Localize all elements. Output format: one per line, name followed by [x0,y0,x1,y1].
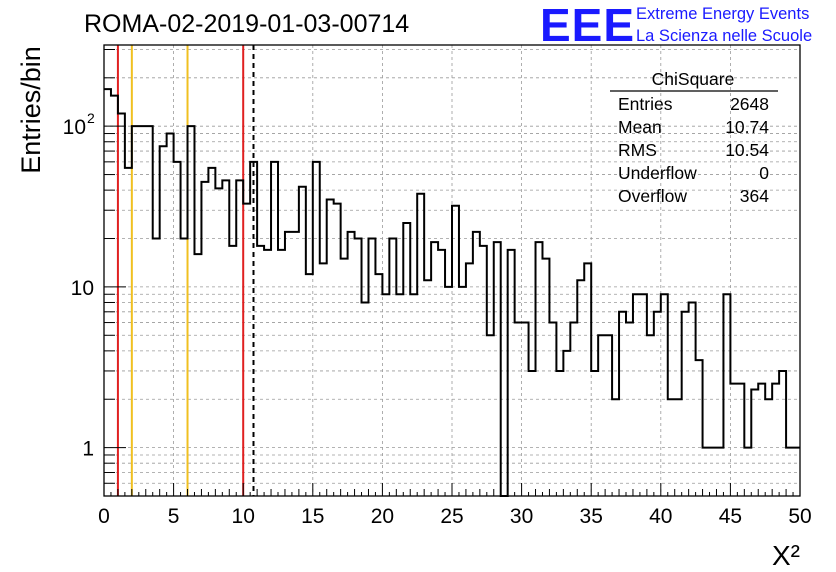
x-tick-label: 10 [232,505,255,528]
stats-row-value: 2648 [730,94,769,114]
x-tick-label: 15 [301,505,324,528]
stats-row-label: RMS [618,140,657,160]
y-tick-label: 1 [82,438,94,461]
x-tick-label: 20 [371,505,394,528]
y-tick-exponent: 2 [87,110,95,126]
stats-row-value: 10.54 [725,140,769,160]
x-tick-label: 25 [440,505,463,528]
x-tick-label: 45 [719,505,742,528]
x-tick-label: 30 [510,505,533,528]
histogram-outline [104,88,800,497]
logo-line-1: Extreme Energy Events [636,5,809,23]
eee-logo: EEE Extreme Energy Events La Scienza nel… [540,0,812,51]
threshold-lines [116,45,255,496]
eee-logo-mark: EEE [540,0,635,51]
x-axis-label: X² [772,540,800,571]
stats-box: ChiSquare Entries 2648 Mean 10.74 RMS 10.54 Un… [610,69,778,206]
x-tick-label: 50 [788,505,811,528]
x-tick-label: 0 [98,505,110,528]
logo-line-2: La Scienza nelle Scuole [636,27,812,45]
histogram-bins [104,88,800,497]
stats-row-label: Overflow [618,186,687,206]
chart-title: ROMA-02-2019-01-03-00714 [84,10,409,38]
x-tick-label: 35 [580,505,603,528]
stats-row-label: Underflow [618,163,697,183]
stats-row-label: Mean [618,117,662,137]
x-tick-label: 5 [168,505,180,528]
y-tick-label: 10 [63,116,86,139]
stats-rows: Entries 2648 Mean 10.74 RMS 10.54 Underflow 0 Ov… [618,94,769,206]
y-tick-label: 10 [71,277,94,300]
stats-row-value: 364 [740,186,769,206]
stats-title: ChiSquare [652,69,735,89]
stats-row-label: Entries [618,94,673,114]
y-axis-label: Entries/bin [16,46,46,174]
stats-row-value: 10.74 [725,117,769,137]
x-tick-label: 40 [649,505,672,528]
stats-row-value: 0 [759,163,769,183]
